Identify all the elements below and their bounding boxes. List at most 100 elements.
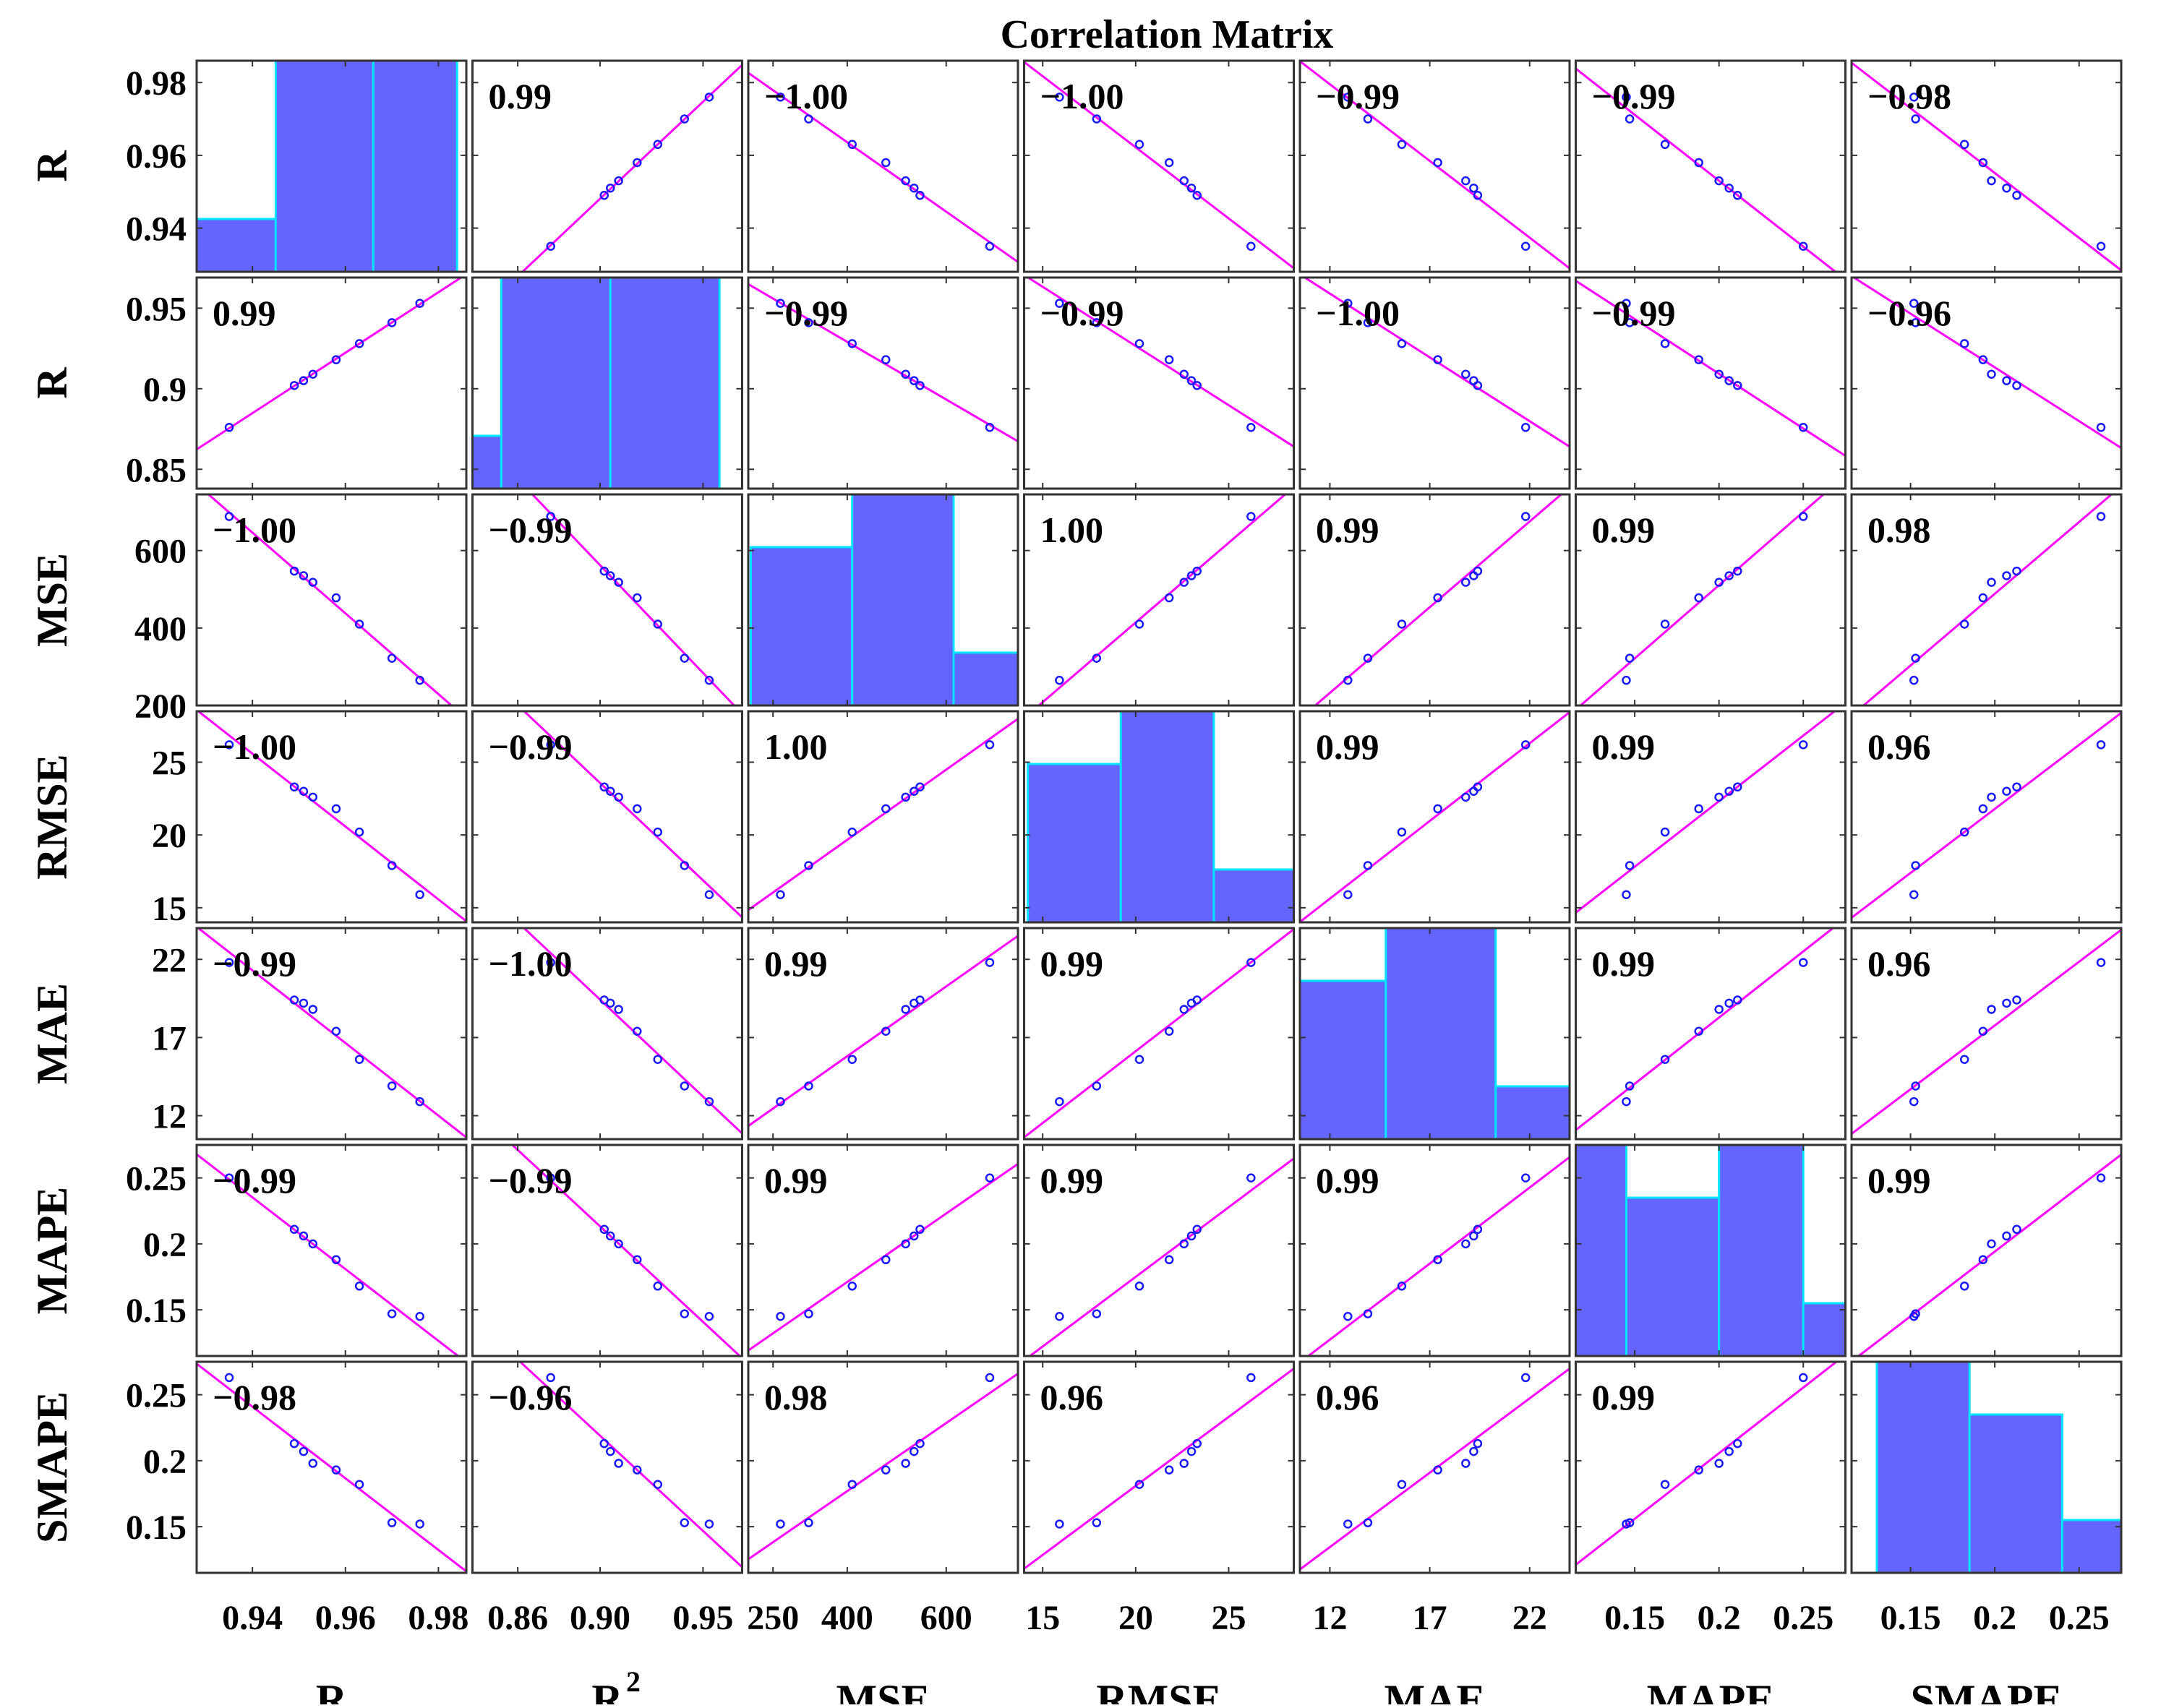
data-point <box>2012 1224 2021 1235</box>
data-point <box>1092 1518 1102 1527</box>
fit-line <box>197 1362 466 1573</box>
fit-line <box>748 72 1018 264</box>
panel-frame <box>747 493 1019 707</box>
fit-line <box>1026 278 1294 448</box>
data-point <box>599 995 609 1005</box>
x-axis-label: MSE <box>836 1676 930 1704</box>
y-tick-label: 22 <box>152 941 187 979</box>
panel-frame <box>1023 710 1295 924</box>
data-point <box>680 1518 690 1527</box>
data-point <box>1469 1446 1478 1456</box>
histogram-bar <box>197 218 277 272</box>
chart-title: Correlation Matrix <box>1001 12 1334 57</box>
correlation-label: 0.98 <box>764 1377 828 1417</box>
data-point <box>1959 339 1969 348</box>
data-point <box>680 1081 690 1091</box>
data-point <box>224 512 234 521</box>
data-point <box>847 827 857 837</box>
fit-line <box>1575 67 1838 272</box>
panel-frame <box>1850 927 2123 1141</box>
data-point <box>901 369 910 379</box>
y-tick-label: 600 <box>134 533 187 571</box>
data-point <box>881 355 891 364</box>
data-point <box>224 1173 234 1183</box>
data-point <box>331 804 341 814</box>
data-point <box>354 339 364 348</box>
panel-frame <box>1023 927 1295 1141</box>
data-point <box>1092 653 1102 663</box>
correlation-label: −0.99 <box>1316 76 1400 116</box>
histogram-bar <box>1875 1362 1971 1573</box>
data-point <box>1724 571 1734 580</box>
data-point <box>415 890 424 899</box>
data-point <box>915 1438 925 1449</box>
data-point <box>1625 653 1635 663</box>
data-point <box>1959 1055 1969 1064</box>
data-point <box>1660 619 1670 629</box>
data-point <box>1978 1255 1988 1265</box>
data-point <box>1714 176 1724 186</box>
data-point <box>653 619 663 629</box>
data-point <box>1473 381 1483 390</box>
data-point <box>599 1224 609 1235</box>
data-point <box>308 1005 318 1014</box>
data-point <box>546 740 555 750</box>
correlation-label: −0.99 <box>489 510 573 550</box>
data-point <box>1714 1459 1724 1468</box>
data-point <box>847 1480 857 1489</box>
fit-line <box>1852 711 2121 919</box>
data-point <box>1343 1519 1353 1529</box>
data-point <box>2096 1173 2106 1183</box>
data-point <box>1469 571 1478 580</box>
data-point <box>1092 114 1102 124</box>
data-point <box>1092 318 1102 327</box>
data-point <box>1473 191 1483 200</box>
data-point <box>1092 1081 1102 1091</box>
y-axis-label: RMSE <box>28 754 76 879</box>
panel-frame <box>195 276 468 490</box>
correlation-label: 0.99 <box>1316 510 1379 550</box>
y-tick-label: 15 <box>152 890 187 928</box>
data-point <box>289 566 299 576</box>
x-axis-label: SMAPE <box>1911 1676 2063 1704</box>
data-point <box>387 1309 397 1318</box>
histogram-bar <box>1119 711 1215 922</box>
data-point <box>1724 183 1734 193</box>
x-axis-label-superscript: 2 <box>626 1665 641 1698</box>
fit-line <box>206 494 453 705</box>
histogram-bar <box>1385 928 1497 1139</box>
data-point <box>804 114 813 124</box>
histogram-bar <box>952 651 1018 705</box>
data-point <box>1433 158 1442 168</box>
panel-frame <box>747 927 1019 1141</box>
correlation-label: 0.99 <box>213 293 276 333</box>
correlation-label: −1.00 <box>213 510 296 550</box>
data-point <box>1978 593 1988 603</box>
data-point <box>415 1097 424 1107</box>
data-point <box>653 827 663 837</box>
panel-frame <box>747 1143 1019 1357</box>
data-point <box>1622 1097 1631 1107</box>
data-point <box>606 571 615 580</box>
data-point <box>1694 355 1703 364</box>
data-point <box>1473 1438 1483 1449</box>
histogram-bar <box>1802 1302 1846 1356</box>
data-point <box>331 593 341 603</box>
correlation-label: −0.99 <box>1040 293 1124 333</box>
histogram-bar <box>274 61 375 272</box>
data-point <box>308 578 318 587</box>
data-point <box>1343 93 1353 102</box>
x-tick-label: 0.98 <box>408 1599 468 1637</box>
fit-line <box>1578 494 1826 705</box>
data-point <box>881 1026 891 1037</box>
data-point <box>387 318 397 327</box>
data-point <box>1246 241 1256 252</box>
data-point <box>308 369 318 379</box>
correlation-label: 1.00 <box>764 726 828 767</box>
data-point <box>1164 593 1174 603</box>
histogram-bar <box>1575 1145 1627 1356</box>
data-point <box>1660 339 1670 348</box>
y-tick-label: 0.15 <box>126 1509 187 1547</box>
correlation-label: 1.00 <box>1040 510 1104 550</box>
data-point <box>614 792 623 802</box>
